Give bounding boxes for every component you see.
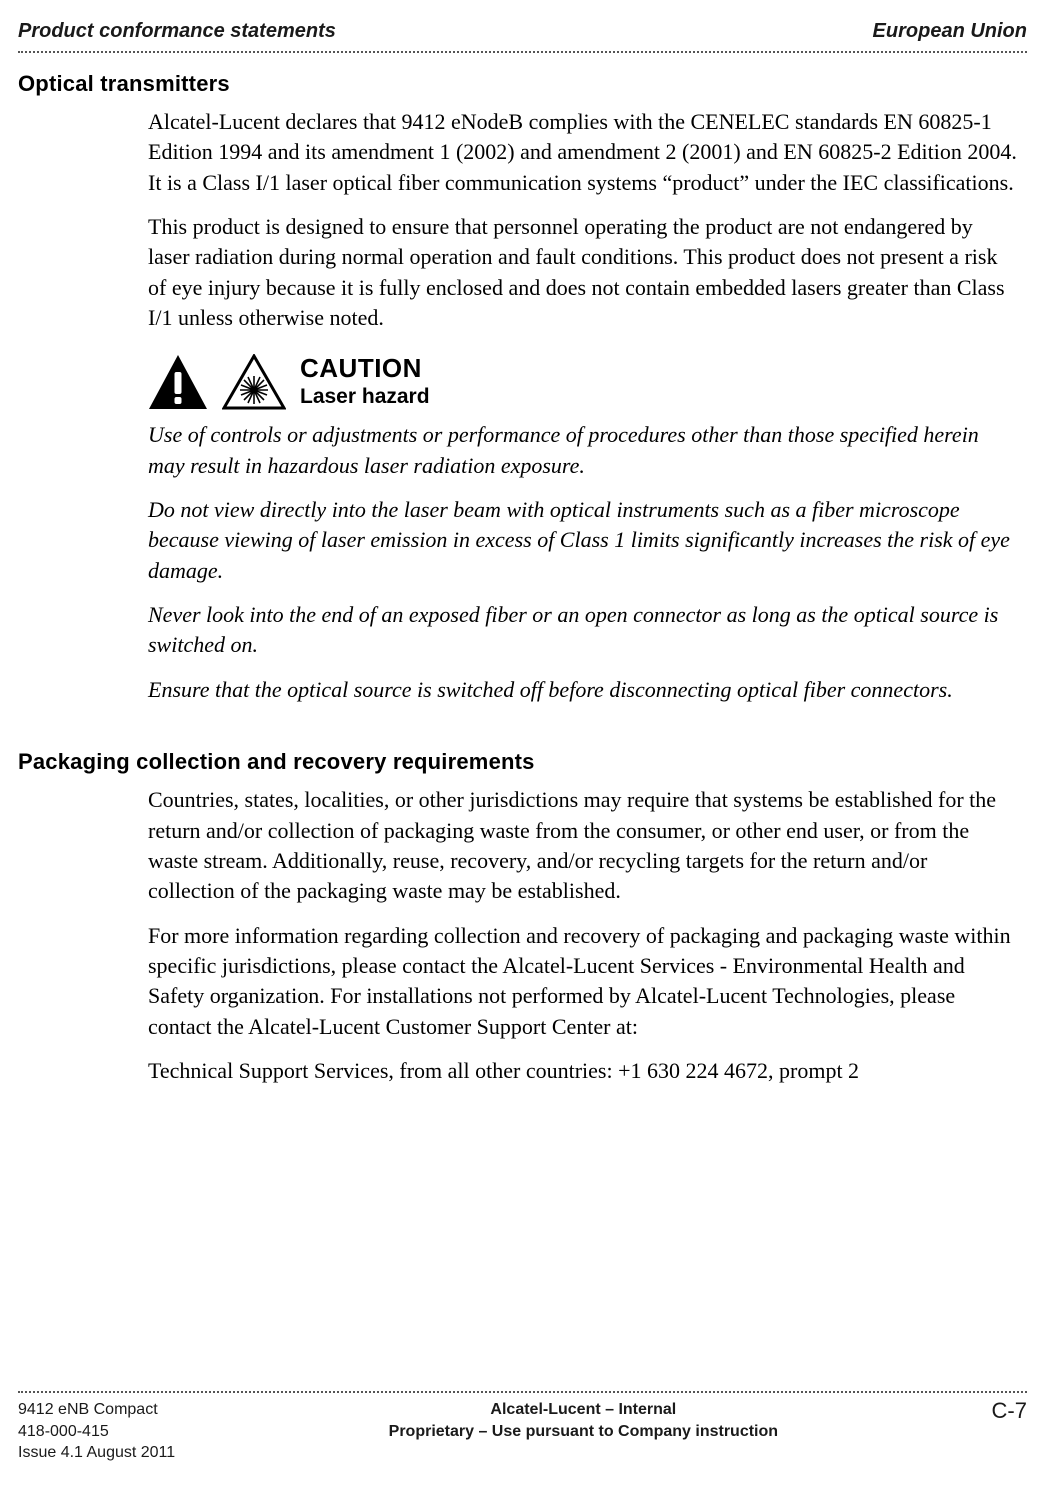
packaging-p1: Countries, states, localities, or other … <box>148 785 1017 906</box>
header-right: European Union <box>873 20 1027 43</box>
optical-body: Alcatel-Lucent declares that 9412 eNodeB… <box>148 107 1017 705</box>
footer-center2: Proprietary – Use pursuant to Company in… <box>389 1421 778 1443</box>
caution-title: CAUTION <box>300 352 430 385</box>
footer-issue: Issue 4.1 August 2011 <box>18 1442 175 1464</box>
footer-product: 9412 eNB Compact <box>18 1399 175 1421</box>
packaging-p3: Technical Support Services, from all oth… <box>148 1056 1017 1086</box>
header-rule <box>18 51 1027 53</box>
optical-p1: Alcatel-Lucent declares that 9412 eNodeB… <box>148 107 1017 198</box>
footer-docnum: 418-000-415 <box>18 1421 175 1443</box>
page-footer: 9412 eNB Compact 418-000-415 Issue 4.1 A… <box>18 1391 1027 1464</box>
footer-rule <box>18 1391 1027 1393</box>
caution-p1: Use of controls or adjustments or perfor… <box>148 420 1017 481</box>
caution-p4: Ensure that the optical source is switch… <box>148 675 1017 705</box>
caution-p2: Do not view directly into the laser beam… <box>148 495 1017 586</box>
caution-subtitle: Laser hazard <box>300 384 430 410</box>
caution-block: CAUTION Laser hazard <box>148 352 1017 411</box>
section-heading-optical: Optical transmitters <box>18 71 1027 97</box>
page-header: Product conformance statements European … <box>18 20 1027 43</box>
warning-icon <box>148 354 208 410</box>
optical-p2: This product is designed to ensure that … <box>148 212 1017 333</box>
laser-icon <box>222 354 286 410</box>
section-heading-packaging: Packaging collection and recovery requir… <box>18 749 1027 775</box>
caution-text: CAUTION Laser hazard <box>300 352 430 411</box>
header-left: Product conformance statements <box>18 20 336 43</box>
caution-p3: Never look into the end of an exposed fi… <box>148 600 1017 661</box>
footer-center: Alcatel-Lucent – Internal Proprietary – … <box>389 1399 778 1464</box>
packaging-body: Countries, states, localities, or other … <box>148 785 1017 1086</box>
footer-page: C-7 <box>992 1399 1027 1464</box>
packaging-p2: For more information regarding collectio… <box>148 921 1017 1042</box>
footer-center1: Alcatel-Lucent – Internal <box>389 1399 778 1421</box>
footer-left: 9412 eNB Compact 418-000-415 Issue 4.1 A… <box>18 1399 175 1464</box>
